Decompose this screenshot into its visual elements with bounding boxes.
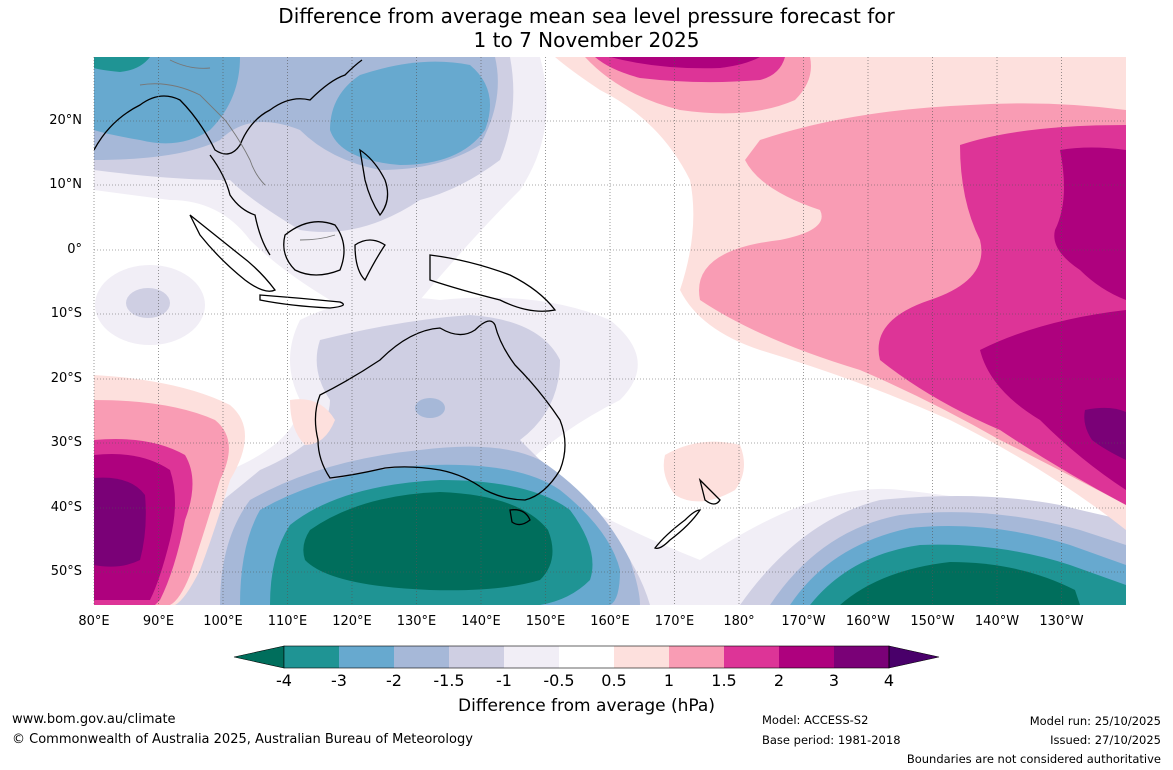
- coastline-sulawesi: [354, 239, 386, 282]
- country-borders: [139, 59, 336, 241]
- colorbar-tick: -4: [276, 671, 292, 690]
- colorbar-segment: [559, 646, 614, 668]
- colorbar-tick: -1.5: [433, 671, 465, 690]
- border-borneo: [299, 234, 336, 241]
- lat-label-0: 0°: [67, 242, 82, 257]
- lon-label-150w: 150°W: [910, 614, 955, 629]
- lat-label-50s: 50°S: [50, 564, 82, 579]
- colorbar-tick: 1.5: [711, 671, 737, 690]
- contour-light-pink-wa: [290, 399, 335, 445]
- title-line-1: Difference from average mean sea level p…: [278, 4, 895, 28]
- contour-teal-north: [94, 57, 150, 72]
- contour-purple-pacific: [1084, 407, 1126, 460]
- colorbar-segment: [614, 646, 669, 668]
- colorbar-segment: [339, 646, 394, 668]
- lon-label-160w: 160°W: [845, 614, 891, 629]
- contour-blue-north-2: [330, 61, 490, 165]
- contour-dark-magenta-pacific-lower: [980, 310, 1126, 490]
- lon-label-120e: 120°E: [332, 614, 372, 629]
- lon-label-110e: 110°E: [267, 614, 308, 629]
- colorbar-tick: 2: [773, 671, 785, 690]
- issued-date: Issued: 27/10/2025: [1050, 733, 1161, 747]
- chart-title: Difference from average mean sea level p…: [0, 4, 1173, 52]
- lon-label-130w: 130°W: [1039, 614, 1084, 629]
- lon-label-140e: 140°E: [461, 614, 501, 629]
- lat-label-20s: 20°S: [50, 371, 82, 386]
- colorbar-segment: [394, 646, 449, 668]
- colorbar-segment: [724, 646, 779, 668]
- lon-label-90e: 90°E: [142, 614, 175, 629]
- contour-dark-magenta-pacific-upper: [1054, 147, 1126, 300]
- colorbar-extend-high: [888, 645, 940, 669]
- lon-label-160e: 160°E: [590, 614, 630, 629]
- colorbar-segment: [504, 646, 559, 668]
- contour-dark-green-pacific: [840, 562, 1080, 605]
- lon-label-140w: 140°W: [974, 614, 1020, 629]
- colorbar-tick: 1: [663, 671, 675, 690]
- border-south-asia: [169, 59, 211, 69]
- colorbar-tick: -1: [496, 671, 512, 690]
- colorbar-segment: [779, 646, 834, 668]
- colorbar-segment: [284, 646, 339, 668]
- contour-purple-west: [94, 477, 146, 567]
- lat-label-10n: 10°N: [49, 177, 82, 192]
- lat-label-10s: 10°S: [50, 306, 82, 321]
- coastline-new-zealand-north: [698, 477, 721, 505]
- base-period: Base period: 1981-2018: [762, 733, 901, 747]
- coastline-asia: [94, 59, 363, 155]
- colorbar-tick: 3: [828, 671, 840, 690]
- colorbar-tick: -3: [331, 671, 347, 690]
- coastlines: [94, 59, 721, 549]
- contour-lavender-indian-ocean: [126, 288, 170, 318]
- disclaimer: Boundaries are not considered authoritat…: [906, 752, 1161, 766]
- coastline-tasmania: [509, 509, 531, 526]
- contour-light-pink-nz: [663, 441, 744, 502]
- coastline-sumatra: [189, 214, 276, 292]
- coastline-java: [259, 294, 344, 309]
- colorbar-outline: [283, 645, 890, 669]
- colorbar-extend-low: [233, 645, 285, 669]
- lon-label-150e: 150°E: [525, 614, 566, 629]
- colorbar-tick: -2: [386, 671, 402, 690]
- colorbar-title: Difference from average (hPa): [458, 696, 715, 716]
- coastline-borneo: [283, 221, 345, 276]
- colorbar: [233, 645, 940, 669]
- contour-dark-green-south: [303, 492, 553, 591]
- lon-label-180: 180°: [723, 614, 755, 629]
- lon-label-100e: 100°E: [203, 614, 243, 629]
- colorbar-segment: [669, 646, 724, 668]
- coastline-indochina: [209, 154, 271, 256]
- colorbar-tick: -0.5: [543, 671, 575, 690]
- coastline-philippines: [359, 148, 389, 217]
- website-link[interactable]: www.bom.gov.au/climate: [12, 712, 176, 727]
- coastline-new-zealand-south: [653, 509, 702, 549]
- lon-label-80e: 80°E: [78, 614, 110, 629]
- lon-label-170w: 170°W: [781, 614, 826, 629]
- model-name: Model: ACCESS-S2: [762, 713, 869, 727]
- contour-dark-magenta-north: [610, 57, 760, 69]
- colorbar-tick: 4: [883, 671, 895, 690]
- title-line-2: 1 to 7 November 2025: [473, 28, 700, 52]
- lon-label-130e: 130°E: [396, 614, 437, 629]
- graticule: [93, 57, 1126, 605]
- colorbar-segment: [834, 646, 889, 668]
- lon-label-170e: 170°E: [654, 614, 695, 629]
- lat-label-20n: 20°N: [49, 113, 82, 128]
- lat-label-30s: 30°S: [50, 435, 82, 450]
- copyright: © Commonwealth of Australia 2025, Austra…: [12, 732, 473, 747]
- coastline-new-guinea: [429, 254, 557, 312]
- contour-blue-north-1: [94, 57, 240, 144]
- colorbar-tick: 0.5: [601, 671, 627, 690]
- colorbar-segment: [449, 646, 504, 668]
- lat-label-40s: 40°S: [50, 500, 82, 515]
- model-run-date: Model run: 25/10/2025: [1029, 714, 1161, 728]
- coastline-australia: [314, 320, 566, 501]
- border-mainland-asia: [139, 83, 266, 186]
- contour-blue-australia-inland: [415, 398, 445, 418]
